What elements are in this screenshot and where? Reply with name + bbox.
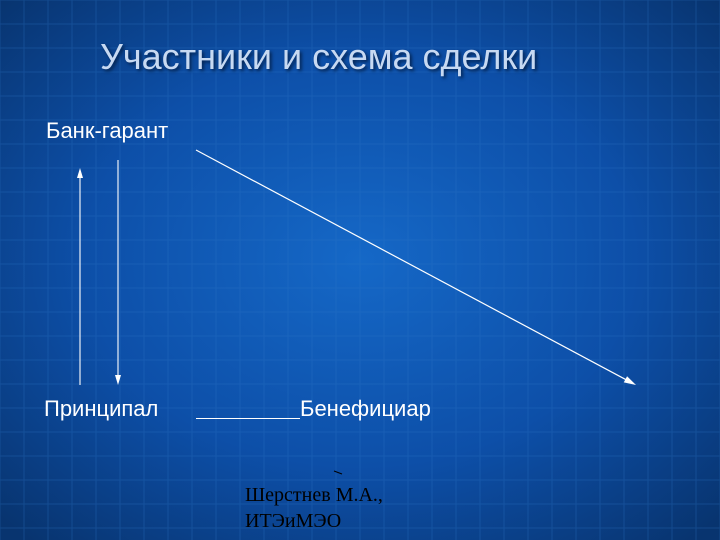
footer-line-2: ИТЭиМЭО — [245, 510, 341, 533]
slide-background — [0, 0, 720, 540]
label-beneficiary: Бенефициар — [300, 396, 431, 422]
label-bank-guarantor: Банк-гарант — [46, 118, 168, 144]
beneficiary-underline — [196, 418, 300, 419]
label-principal: Принципал — [44, 396, 158, 422]
slide-root: Участники и схема сделки Банк-гарант При… — [0, 0, 720, 540]
slide-title: Участники и схема сделки — [100, 36, 537, 78]
footer-line-1: Шерстнев М.А., — [245, 484, 383, 507]
diagram-arrows — [0, 0, 720, 540]
